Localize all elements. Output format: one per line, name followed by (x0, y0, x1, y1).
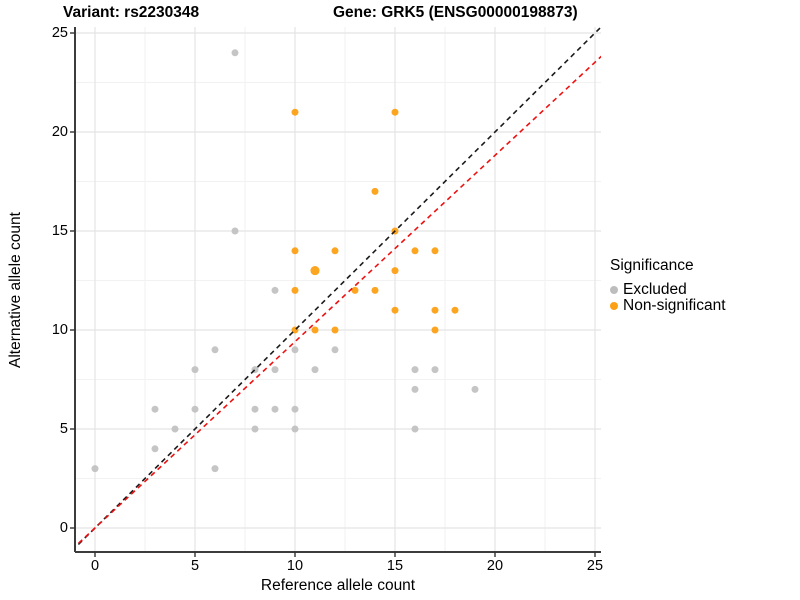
point-excluded (271, 405, 279, 413)
point-non-significant (291, 108, 299, 116)
gene-title: Gene: GRK5 (ENSG00000198873) (333, 4, 578, 21)
x-tick-label-15: 15 (386, 558, 404, 574)
point-non-significant (371, 286, 379, 294)
y-tick-label-10: 10 (51, 322, 68, 338)
point-excluded (311, 366, 319, 374)
x-axis-title: Reference allele count (260, 577, 416, 594)
point-excluded (411, 366, 419, 374)
y-axis-title: Alternative allele count (7, 212, 24, 368)
point-excluded (191, 366, 199, 374)
point-excluded (191, 405, 199, 413)
point-excluded (151, 445, 159, 453)
point-non-significant (331, 247, 339, 255)
x-tick-label-20: 20 (486, 558, 504, 574)
point-non-significant (311, 326, 319, 334)
legend-title: Significance (610, 257, 694, 274)
point-excluded (211, 465, 219, 473)
legend-item-excluded-label: Excluded (623, 281, 687, 298)
point-non-significant (391, 306, 399, 314)
point-excluded (411, 425, 419, 433)
legend: Significance Excluded Non-significant (610, 257, 726, 314)
point-excluded (291, 425, 299, 433)
x-tick-label-0: 0 (90, 558, 100, 574)
point-excluded (211, 346, 219, 354)
point-excluded (171, 425, 179, 433)
point-excluded (91, 465, 99, 473)
variant-title: Variant: rs2230348 (63, 4, 200, 21)
point-non-significant (431, 306, 439, 314)
point-excluded (471, 385, 479, 393)
y-tick-label-5: 5 (59, 421, 68, 437)
expected-ratio-line (75, 55, 601, 548)
non-significant-point-swatch (610, 302, 618, 310)
y-tick-label-25: 25 (51, 25, 68, 41)
point-excluded (411, 385, 419, 393)
legend-item-non-significant-label: Non-significant (623, 297, 726, 314)
point-non-significant (431, 326, 439, 334)
x-tick-label-5: 5 (190, 558, 200, 574)
point-non-significant (411, 247, 419, 255)
point-non-significant (371, 187, 379, 195)
y-tick-label-0: 0 (59, 520, 68, 536)
point-non-significant (331, 326, 339, 334)
point-excluded (251, 405, 259, 413)
excluded-point-swatch (610, 286, 618, 294)
point-non-significant (351, 286, 359, 294)
x-tick-label-10: 10 (286, 558, 304, 574)
x-tick-label-25: 25 (586, 558, 604, 574)
point-non-significant (391, 267, 399, 275)
point-non-significant (291, 247, 299, 255)
point-excluded (431, 366, 439, 374)
point-excluded (231, 49, 239, 57)
point-non-significant (391, 108, 399, 116)
point-excluded (231, 227, 239, 235)
point-excluded (251, 425, 259, 433)
point-excluded (271, 286, 279, 294)
y-tick-label-15: 15 (51, 223, 68, 239)
point-excluded (151, 405, 159, 413)
y-tick-label-20: 20 (51, 124, 68, 140)
point-non-significant (310, 266, 320, 276)
point-non-significant (451, 306, 459, 314)
point-excluded (331, 346, 339, 354)
point-excluded (271, 366, 279, 374)
point-non-significant (291, 286, 299, 294)
legend-item-excluded: Excluded (610, 281, 726, 298)
point-non-significant (431, 247, 439, 255)
point-excluded (291, 346, 299, 354)
point-excluded (291, 405, 299, 413)
identity-line (75, 27, 601, 549)
legend-item-non-significant: Non-significant (610, 297, 726, 314)
